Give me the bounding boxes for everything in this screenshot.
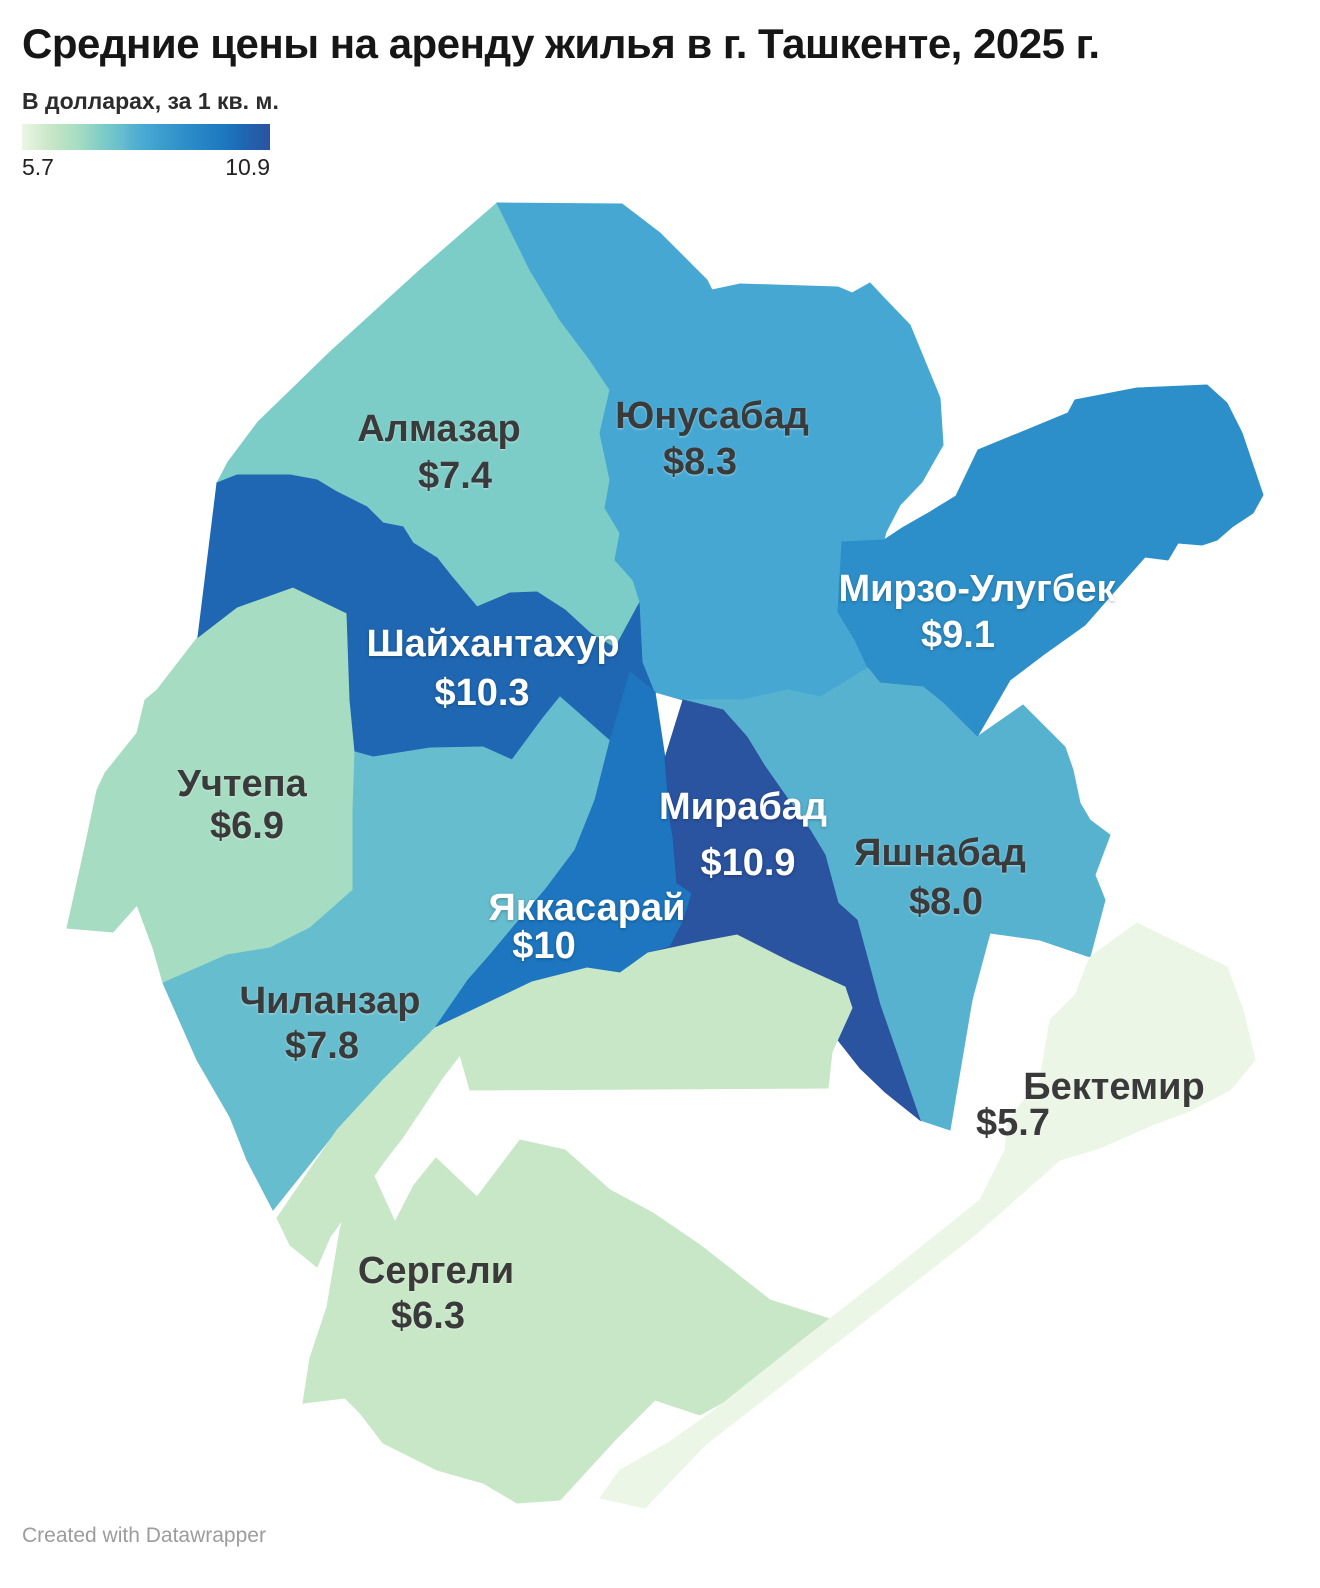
legend-gradient-bar [22, 124, 270, 150]
label-value-shaykhantakhur: $10.3 [434, 672, 529, 714]
region-sergeli[interactable] [276, 1027, 461, 1268]
label-name-mirabad: Мирабад [659, 786, 827, 828]
label-name-bektemir: Бектемир [1023, 1066, 1204, 1108]
legend-scale: 5.7 10.9 [22, 154, 270, 181]
label-value-mirabad: $10.9 [700, 842, 795, 884]
label-name-yashnabad: Яшнабад [854, 832, 1026, 874]
label-name-shaykhantakhur: Шайхантахур [366, 623, 619, 665]
region-bektemir[interactable] [599, 922, 1256, 1509]
label-value-uchtepa: $6.9 [210, 805, 284, 847]
label-value-mirzo-ulugbek: $9.1 [921, 614, 995, 656]
region-mirzo-ulugbek[interactable] [837, 384, 1264, 738]
label-name-mirzo-ulugbek: Мирзо-Улугбек [838, 568, 1116, 610]
label-value-bektemir: $5.7 [976, 1102, 1050, 1144]
label-value-sergeli: $6.3 [391, 1295, 465, 1337]
region-sergeli[interactable] [302, 1139, 834, 1504]
legend-title: В долларах, за 1 кв. м. [22, 88, 279, 114]
region-sergeli[interactable] [434, 934, 853, 1091]
legend-min-label: 5.7 [22, 154, 54, 180]
label-name-sergeli: Сергели [358, 1250, 514, 1292]
label-name-chilanzar: Чиланзар [239, 980, 420, 1022]
label-name-yakkasaray: Яккасарай [489, 887, 686, 929]
label-value-yashnabad: $8.0 [909, 881, 983, 923]
label-value-yakkasaray: $10 [512, 925, 575, 967]
label-value-almazar: $7.4 [418, 455, 492, 497]
datawrapper-credit-link[interactable]: Created with Datawrapper [22, 1524, 266, 1547]
label-value-chilanzar: $7.8 [285, 1025, 359, 1067]
label-name-almazar: Алмазар [357, 408, 521, 450]
label-value-yunusabad: $8.3 [663, 441, 737, 483]
legend-max-label: 10.9 [225, 154, 270, 180]
label-name-yunusabad: Юнусабад [615, 395, 809, 437]
label-name-uchtepa: Учтепа [177, 763, 307, 805]
page-title: Средние цены на аренду жилья в г. Ташкен… [22, 20, 1100, 67]
